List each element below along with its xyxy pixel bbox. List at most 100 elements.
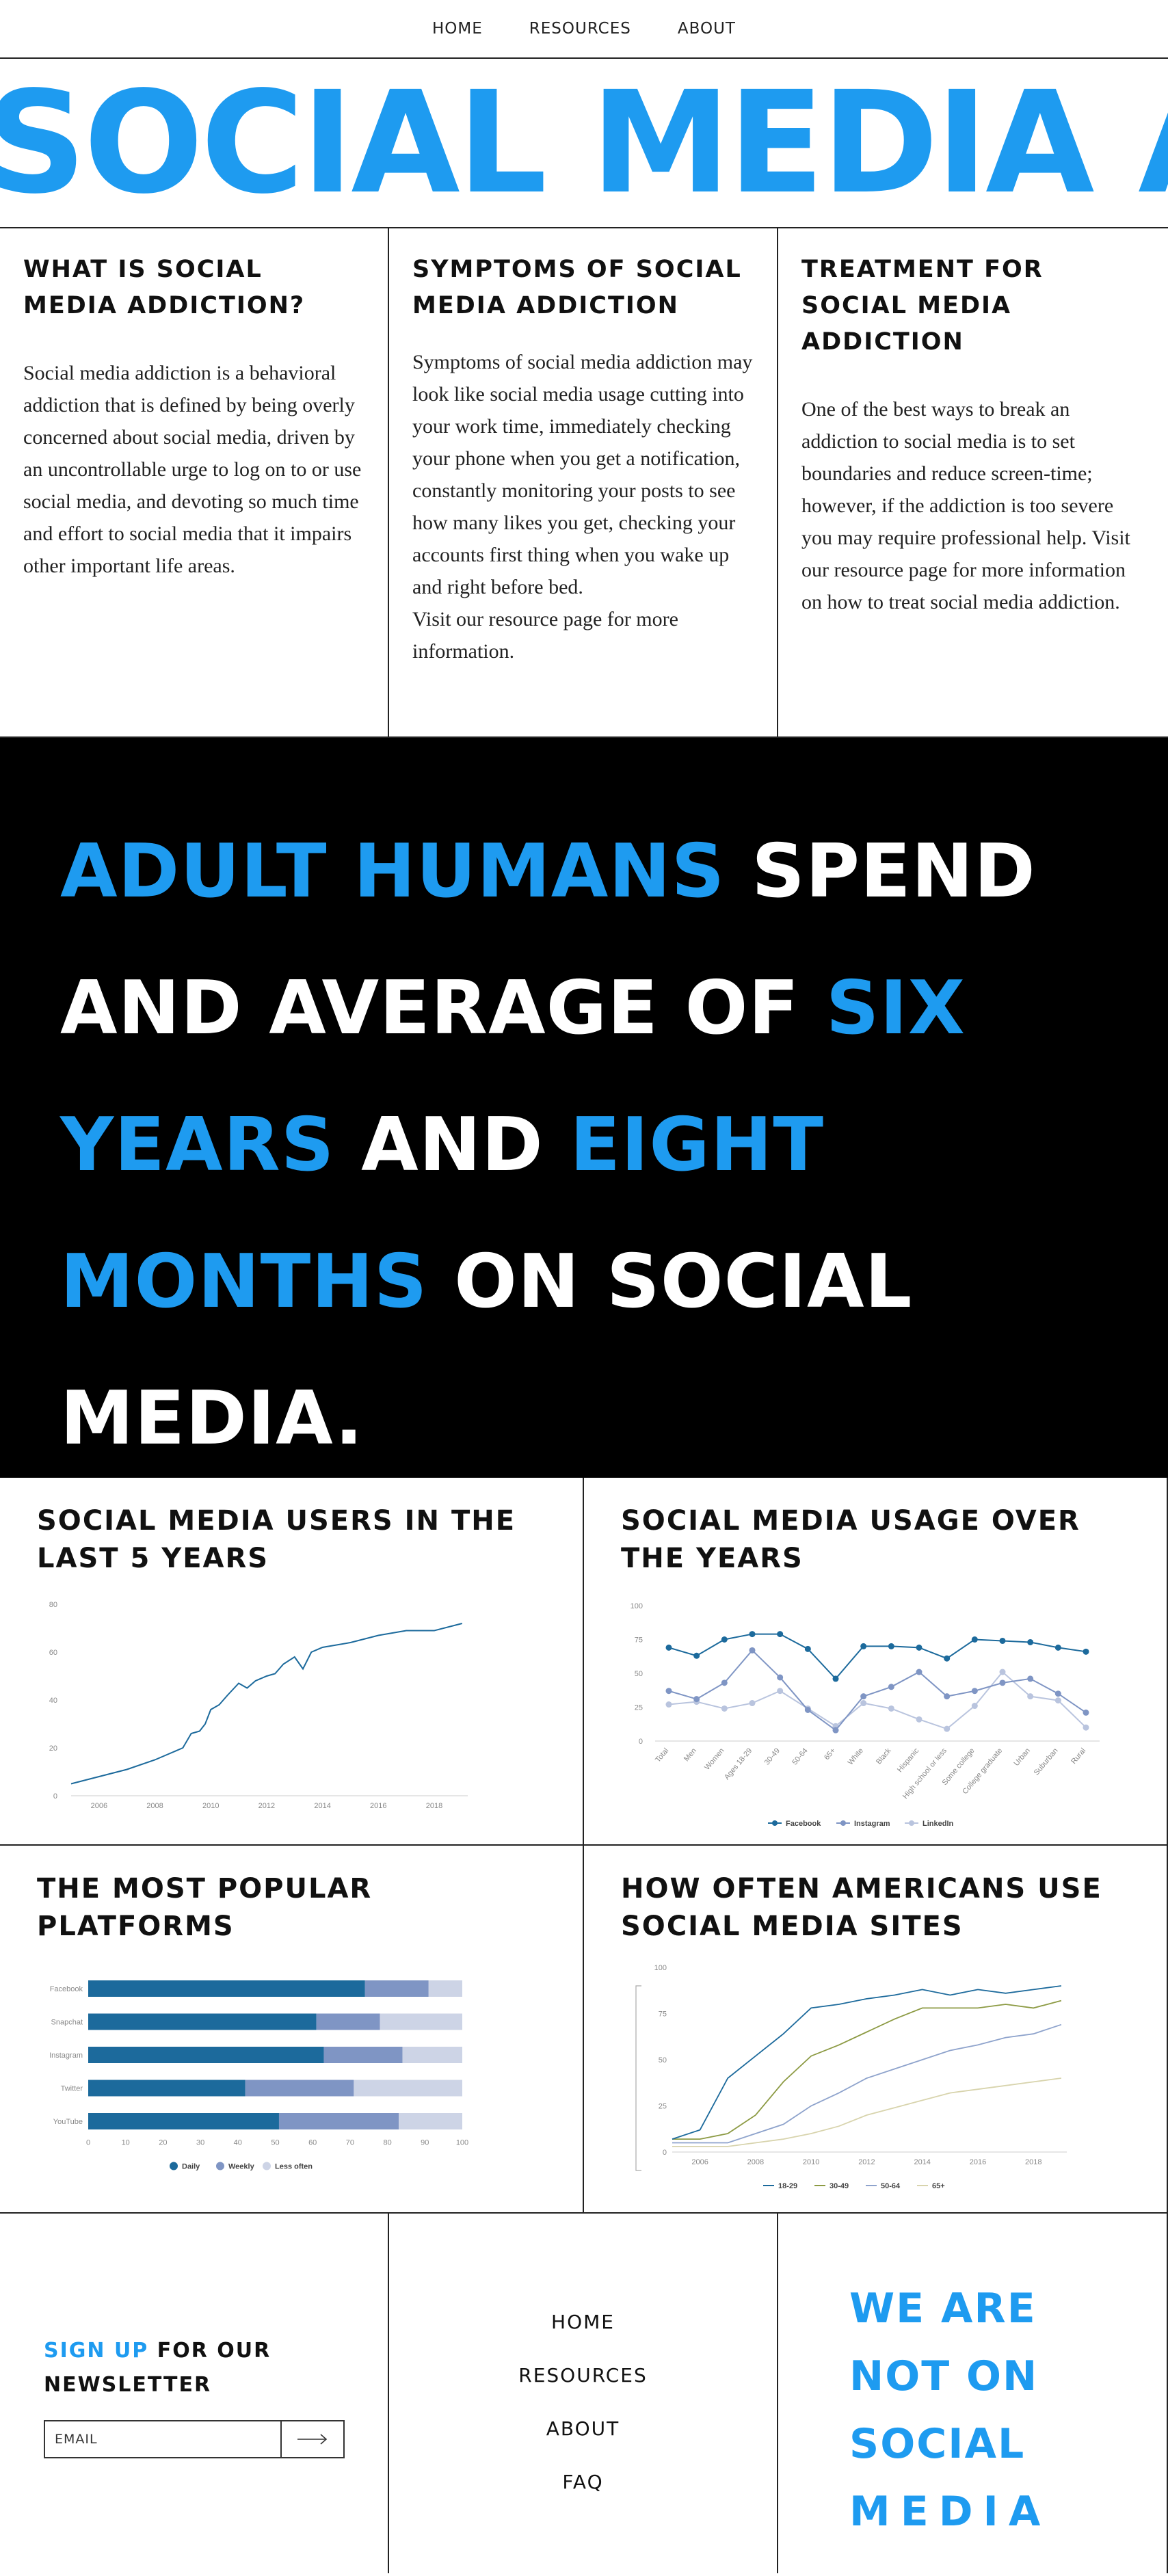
x-tick-label: Ages 18-29: [723, 1747, 754, 1781]
x-tick-label: 2010: [202, 1802, 219, 1810]
x-tick-label: Women: [703, 1747, 726, 1772]
platforms-bar-chart: Facebook Snapchat Instagram Twitter YouTube 0…: [49, 1980, 468, 2171]
y-tick-label: 100: [631, 1602, 643, 1610]
nav-resources-link[interactable]: RESOURCES: [529, 20, 631, 38]
x-tick-label: 2010: [803, 2158, 819, 2166]
x-tick-label: 2016: [370, 1802, 386, 1810]
data-point-linkedin: [777, 1688, 784, 1695]
newsletter-text: FOR OUR: [148, 2339, 271, 2363]
y-axis-bracket: [635, 1985, 641, 2171]
slogan-line: SOCIAL: [849, 2420, 1026, 2468]
bar-less-often: [354, 2080, 462, 2097]
y-tick-label: 25: [635, 1704, 643, 1712]
frequency-line-chart: 0 25 50 75 100 2006 2008 2010 2012 2014 2016 2018 18…: [635, 1964, 1067, 2190]
chart-title-frequency: HOW OFTEN AMERICANS USE SOCIAL MEDIA SIT…: [621, 1873, 1102, 1942]
x-tick-label: 60: [308, 2139, 317, 2147]
x-tick-label: 90: [421, 2139, 429, 2147]
footer-home-link[interactable]: HOME: [551, 2311, 615, 2333]
info-body-treatment: One of the best ways to break an addicti…: [801, 398, 1130, 613]
statement-word: AND AVERAGE OF: [60, 966, 826, 1051]
x-tick-label: 2012: [258, 1802, 275, 1810]
info-column-what: WHAT IS SOCIAL MEDIA ADDICTION? Social m…: [0, 228, 389, 736]
y-tick-label: 75: [659, 2010, 667, 2019]
footer-nav: HOME RESOURCES ABOUT FAQ: [389, 2214, 778, 2573]
newsletter-text-line2: NEWSLETTER: [44, 2373, 212, 2397]
statement-line: YEARS AND EIGHT: [60, 1077, 1168, 1214]
x-tick-label: Men: [682, 1747, 698, 1763]
data-point-facebook: [832, 1675, 839, 1682]
info-heading-what: WHAT IS SOCIAL MEDIA ADDICTION?: [23, 256, 306, 319]
data-point-facebook: [777, 1631, 784, 1638]
bar-weekly: [245, 2080, 354, 2097]
data-point-linkedin: [888, 1705, 894, 1712]
arrow-right-icon: [297, 2434, 328, 2445]
x-tick-label: 30-49: [763, 1747, 782, 1766]
footer: SIGN UP FOR OUR NEWSLETTER HOME RESOURCE…: [0, 2214, 1168, 2573]
data-point-instagram: [777, 1674, 784, 1681]
data-point-facebook: [749, 1631, 756, 1638]
x-tick-label: 65+: [823, 1747, 837, 1762]
footer-about-link[interactable]: ABOUT: [546, 2417, 620, 2440]
data-point-instagram: [999, 1679, 1006, 1686]
nav-home-link[interactable]: HOME: [432, 20, 483, 38]
x-tick-label: 2014: [914, 2158, 930, 2166]
bar-weekly: [364, 1980, 429, 1997]
x-tick-label: 2006: [691, 2158, 708, 2166]
data-point-linkedin: [944, 1725, 951, 1732]
x-tick-label: 40: [234, 2139, 242, 2147]
data-point-facebook: [721, 1636, 728, 1643]
data-point-linkedin: [721, 1705, 728, 1712]
data-point-facebook: [1054, 1644, 1061, 1651]
bar-daily: [88, 2080, 245, 2097]
newsletter-highlight: SIGN UP: [44, 2339, 149, 2363]
chart-title-users: SOCIAL MEDIA USERS IN THE LAST 5 YEARS: [37, 1505, 516, 1574]
footer-faq-link[interactable]: FAQ: [562, 2471, 604, 2493]
data-point-facebook: [1083, 1648, 1089, 1655]
chart-card-frequency: HOW OFTEN AMERICANS USE SOCIAL MEDIA SIT…: [584, 1846, 1168, 2214]
y-tick-label: 0: [53, 1792, 57, 1801]
data-point-instagram: [971, 1688, 978, 1695]
legend-label: Instagram: [854, 1820, 890, 1828]
submit-button[interactable]: [280, 2421, 343, 2457]
top-nav: HOME RESOURCES ABOUT: [0, 0, 1168, 59]
nav-about-link[interactable]: ABOUT: [677, 20, 736, 38]
bar-less-often: [380, 2013, 462, 2030]
data-point-facebook: [888, 1643, 894, 1649]
newsletter-section: SIGN UP FOR OUR NEWSLETTER: [0, 2214, 389, 2573]
x-tick-label: 2016: [970, 2158, 986, 2166]
data-point-instagram: [860, 1693, 867, 1700]
x-tick-label: 80: [383, 2139, 391, 2147]
series-line-18-29: [672, 1985, 1061, 2140]
statement-line: MONTHS ON SOCIAL: [60, 1214, 1168, 1351]
statement-word: MONTHS: [60, 1239, 455, 1325]
y-tick-label: 100: [654, 1964, 667, 1972]
y-tick-label: 50: [659, 2056, 667, 2064]
x-tick-label: Total: [654, 1747, 670, 1764]
info-body-symptoms: Symptoms of social media addiction may l…: [412, 351, 753, 598]
info-section: WHAT IS SOCIAL MEDIA ADDICTION? Social m…: [0, 228, 1168, 738]
x-tick-label: 2006: [91, 1802, 107, 1810]
series-line-65+: [672, 2077, 1061, 2147]
category-label: Snapchat: [51, 2019, 83, 2027]
users-line-chart: 0 20 40 60 80 2006 2008 2010 2012 2014 2016 2018: [49, 1601, 468, 1810]
data-point-facebook: [860, 1643, 867, 1649]
legend-label: 30-49: [829, 2182, 849, 2190]
statement-line: ADULT HUMANS SPEND: [60, 804, 1168, 940]
data-point-facebook: [916, 1644, 923, 1651]
bar-weekly: [278, 2113, 399, 2129]
email-field[interactable]: [45, 2421, 280, 2457]
legend-marker: [170, 2162, 178, 2170]
bar-weekly: [316, 2013, 380, 2030]
footer-resources-link[interactable]: RESOURCES: [518, 2364, 648, 2387]
series-line-instagram: [668, 1649, 1087, 1731]
data-point-instagram: [916, 1669, 923, 1675]
data-point-instagram: [665, 1688, 672, 1695]
series-line-30-49: [672, 2000, 1062, 2140]
x-tick-label: 2012: [858, 2158, 875, 2166]
legend-marker: [263, 2162, 271, 2170]
series-line-facebook: [668, 1633, 1087, 1680]
x-tick-label: 100: [456, 2139, 468, 2147]
chart-card-users: SOCIAL MEDIA USERS IN THE LAST 5 YEARS 0…: [0, 1478, 584, 1846]
series-line-50-64: [672, 2023, 1062, 2144]
data-point-instagram: [721, 1679, 728, 1686]
